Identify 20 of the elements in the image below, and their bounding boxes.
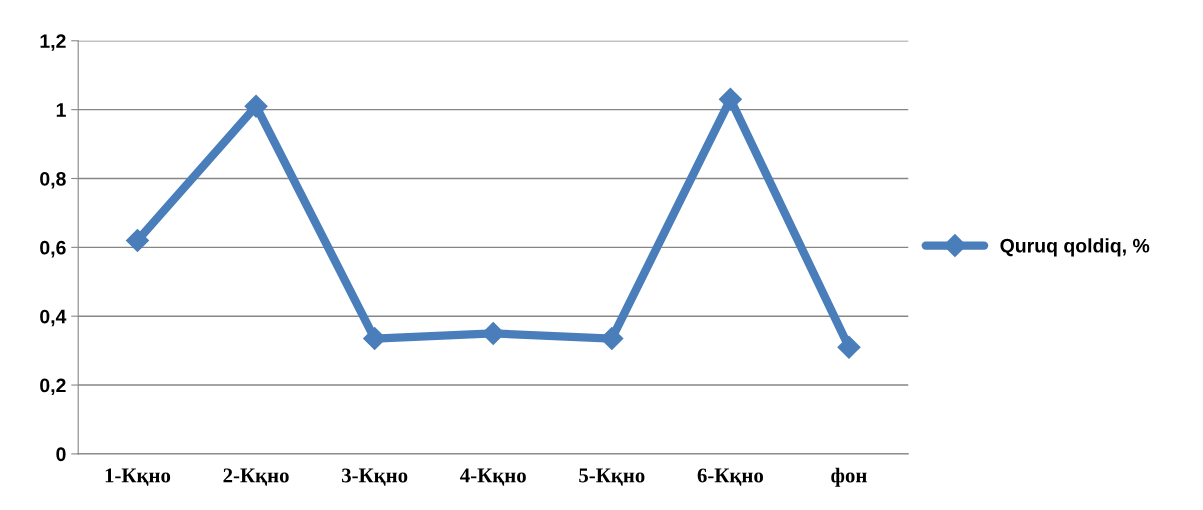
y-tick-label: 0,8: [40, 171, 66, 189]
x-tick-label: 2-Кқно: [223, 468, 289, 486]
x-tick-label: 4-Кқно: [460, 468, 526, 486]
x-tick-label: 3-Кқно: [341, 468, 408, 486]
legend-label: Quruq qoldiq, %: [1000, 238, 1150, 257]
point: [125, 228, 149, 252]
point: [244, 94, 268, 118]
point: [837, 335, 861, 359]
y-tick-label: 1,2: [40, 34, 66, 51]
y-tick-label: 0: [56, 447, 66, 462]
y-tick-label: 0,4: [40, 309, 67, 327]
x-tick-label: фон: [831, 467, 867, 487]
y-tick-label: 1: [56, 103, 66, 117]
point: [600, 327, 624, 351]
y-tick-label: 0,2: [40, 378, 66, 396]
x-tick-label: 6-Кқно: [697, 468, 764, 486]
point: [718, 87, 742, 111]
x-tick-label: 1-Кқно: [105, 468, 171, 486]
y-tick-label: 0,6: [40, 240, 66, 258]
x-tick-label: 5-Кқно: [579, 468, 645, 486]
